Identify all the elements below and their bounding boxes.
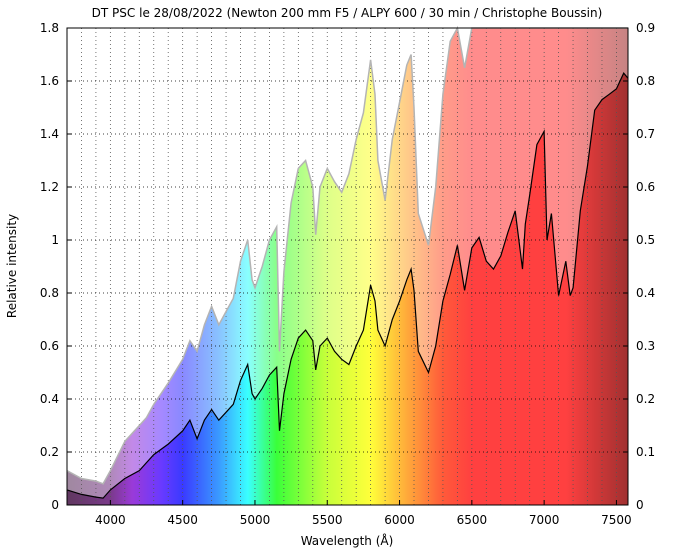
x-tick-label: 5500 [312, 513, 343, 527]
x-tick-label: 4500 [167, 513, 198, 527]
y2-tick-label: 0.6 [636, 180, 655, 194]
y2-tick-label: 0.8 [636, 74, 655, 88]
x-tick-label: 4000 [95, 513, 126, 527]
y-axis-label: Relative intensity [5, 214, 19, 318]
y-tick-label: 1.6 [40, 74, 59, 88]
x-tick-label: 7500 [601, 513, 632, 527]
plot-border [66, 27, 629, 506]
x-tick-label: 6500 [457, 513, 488, 527]
x-tick-label: 7000 [529, 513, 560, 527]
y-tick-label: 0.8 [40, 286, 59, 300]
y2-tick-label: 0.2 [636, 392, 655, 406]
chart-title: DT PSC le 28/08/2022 (Newton 200 mm F5 /… [92, 6, 603, 20]
x-tick-label: 5000 [240, 513, 271, 527]
y-tick-label: 1 [51, 233, 59, 247]
y-tick-label: 1.4 [40, 127, 59, 141]
y2-tick-label: 0.9 [636, 21, 655, 35]
x-tick-label: 6000 [384, 513, 415, 527]
grid [67, 28, 628, 505]
y-tick-label: 0.6 [40, 339, 59, 353]
y-tick-label: 0.4 [40, 392, 59, 406]
y-tick-label: 0.2 [40, 445, 59, 459]
y2-tick-label: 0.4 [636, 286, 655, 300]
y2-tick-label: 0.7 [636, 127, 655, 141]
y2-tick-label: 0.5 [636, 233, 655, 247]
y2-tick-label: 0.1 [636, 445, 655, 459]
series-black-line [66, 71, 629, 499]
y-tick-label: 1.2 [40, 180, 59, 194]
y-tick-label: 0 [51, 498, 59, 512]
x-axis-label: Wavelength (Å) [301, 533, 394, 548]
y2-tick-label: 0.3 [636, 339, 655, 353]
y-tick-label: 1.8 [40, 21, 59, 35]
y2-tick-label: 0 [636, 498, 644, 512]
